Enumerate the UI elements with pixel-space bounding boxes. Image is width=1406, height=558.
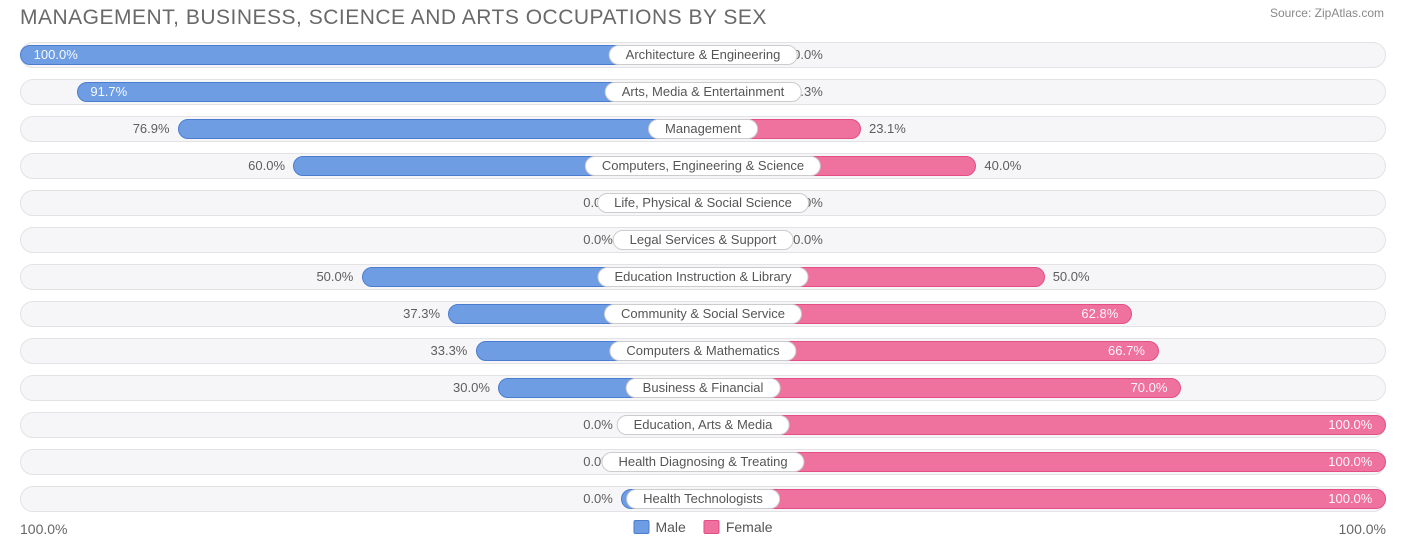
category-label: Computers & Mathematics <box>609 341 796 361</box>
category-label: Health Diagnosing & Treating <box>601 452 804 472</box>
value-male: 0.0% <box>583 415 613 435</box>
value-female: 100.0% <box>1328 489 1372 509</box>
bar-female <box>703 415 1386 435</box>
value-male: 60.0% <box>248 156 285 176</box>
chart-title: MANAGEMENT, BUSINESS, SCIENCE AND ARTS O… <box>20 6 1386 30</box>
bar-female <box>703 452 1386 472</box>
value-female: 100.0% <box>1328 452 1372 472</box>
chart-row: 76.9% 23.1% Management <box>20 112 1386 145</box>
category-label: Legal Services & Support <box>613 230 794 250</box>
value-female: 40.0% <box>984 156 1021 176</box>
chart-row: 30.0% 70.0% Business & Financial <box>20 371 1386 404</box>
legend-item-male: Male <box>633 519 685 535</box>
chart-row: 37.3% 62.8% Community & Social Service <box>20 297 1386 330</box>
value-male: 91.7% <box>90 82 127 102</box>
category-label: Architecture & Engineering <box>609 45 798 65</box>
chart-row: 33.3% 66.7% Computers & Mathematics <box>20 334 1386 367</box>
category-label: Education, Arts & Media <box>617 415 790 435</box>
chart-row: 0.0% 100.0% Health Technologists <box>20 482 1386 515</box>
category-label: Health Technologists <box>626 489 780 509</box>
chart-row: 100.0% 0.0%Architecture & Engineering <box>20 38 1386 71</box>
bar-male <box>20 45 703 65</box>
chart-row: 50.0% 50.0% Education Instruction & Librar… <box>20 260 1386 293</box>
bar-female <box>703 489 1386 509</box>
value-female: 23.1% <box>869 119 906 139</box>
chart-row: 0.0% 0.0%Legal Services & Support <box>20 223 1386 256</box>
value-male: 0.0% <box>583 489 613 509</box>
chart-row: 0.0%100.0%Health Diagnosing & Treating <box>20 445 1386 478</box>
value-female: 0.0% <box>793 45 823 65</box>
category-label: Business & Financial <box>626 378 781 398</box>
category-label: Arts, Media & Entertainment <box>605 82 802 102</box>
bar-male <box>178 119 703 139</box>
category-label: Education Instruction & Library <box>597 267 808 287</box>
source-attribution: Source: ZipAtlas.com <box>1270 6 1384 20</box>
value-male: 50.0% <box>316 267 353 287</box>
chart-row: 0.0%0.0%Life, Physical & Social Science <box>20 186 1386 219</box>
value-female: 66.7% <box>1108 341 1145 361</box>
value-male: 100.0% <box>34 45 78 65</box>
value-female: 0.0% <box>793 230 823 250</box>
value-male: 0.0% <box>583 230 613 250</box>
value-male: 37.3% <box>403 304 440 324</box>
legend-label-male: Male <box>655 519 685 535</box>
legend-label-female: Female <box>726 519 773 535</box>
category-label: Life, Physical & Social Science <box>597 193 809 213</box>
value-male: 76.9% <box>133 119 170 139</box>
value-male: 33.3% <box>431 341 468 361</box>
axis-right-label: 100.0% <box>1339 521 1386 537</box>
legend-item-female: Female <box>704 519 773 535</box>
legend-swatch-female <box>704 520 720 534</box>
value-male: 30.0% <box>453 378 490 398</box>
category-label: Computers, Engineering & Science <box>585 156 821 176</box>
chart-row: 91.7%8.3%Arts, Media & Entertainment <box>20 75 1386 108</box>
legend-swatch-male <box>633 520 649 534</box>
value-female: 62.8% <box>1081 304 1118 324</box>
legend: Male Female <box>633 519 772 535</box>
chart-area: 100.0%0.0%Architecture & Engineering91.7… <box>20 38 1386 515</box>
chart-row: 0.0% 100.0% Education, Arts & Media <box>20 408 1386 441</box>
value-female: 70.0% <box>1131 378 1168 398</box>
chart-row: 60.0% 40.0% Computers, Engineering & Scien… <box>20 149 1386 182</box>
axis-left-label: 100.0% <box>20 521 67 537</box>
category-label: Management <box>648 119 758 139</box>
value-female: 50.0% <box>1053 267 1090 287</box>
chart-footer: 100.0% Male Female 100.0% <box>20 519 1386 543</box>
category-label: Community & Social Service <box>604 304 802 324</box>
value-female: 100.0% <box>1328 415 1372 435</box>
